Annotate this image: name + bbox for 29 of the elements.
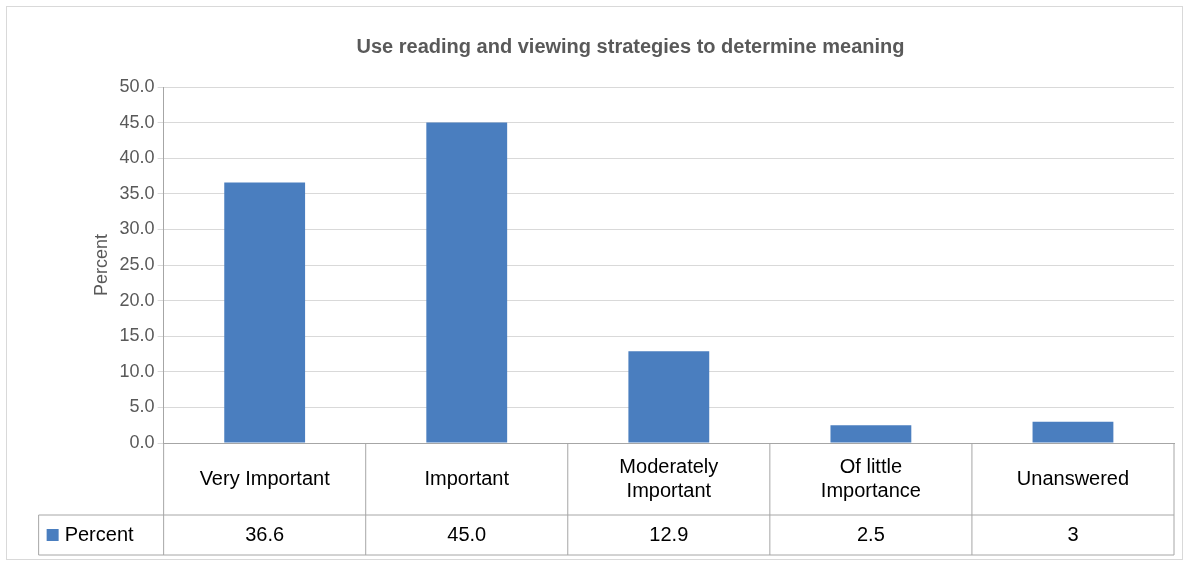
bar [830,425,912,443]
bar [426,122,508,443]
x-tick-label: Moderately Important [619,454,719,501]
y-tick-label: 5.0 [129,396,155,417]
y-tick-label: 40.0 [119,147,155,168]
chart-title: Use reading and viewing strategies to determine meaning [356,34,905,57]
y-tick-label: 15.0 [119,325,155,346]
y-tick-label: 35.0 [119,182,155,203]
bar [224,182,306,443]
x-tick-label: Very Important [199,466,331,489]
data-label: 2.5 [856,522,885,545]
data-label: 12.9 [649,522,689,545]
y-tick-label: 45.0 [119,111,155,132]
bar [1032,421,1114,443]
bar [628,351,710,443]
data-label: 45.0 [447,522,487,545]
legend-label: Percent [64,522,134,545]
y-axis-title: Percent [90,233,111,297]
y-tick-label: 10.0 [119,360,155,381]
y-tick-label: 0.0 [129,431,155,452]
y-tick-label: 25.0 [119,253,155,274]
x-tick-label: Important [424,466,510,489]
data-label: 3 [1067,522,1079,545]
y-tick-label: 30.0 [119,218,155,239]
y-tick-label: 20.0 [119,289,155,310]
x-tick-label: Of little Importance [820,454,921,501]
y-tick-label: 50.0 [119,75,155,96]
data-label: 36.6 [245,522,285,545]
x-tick-label: Unanswered [1016,466,1130,489]
